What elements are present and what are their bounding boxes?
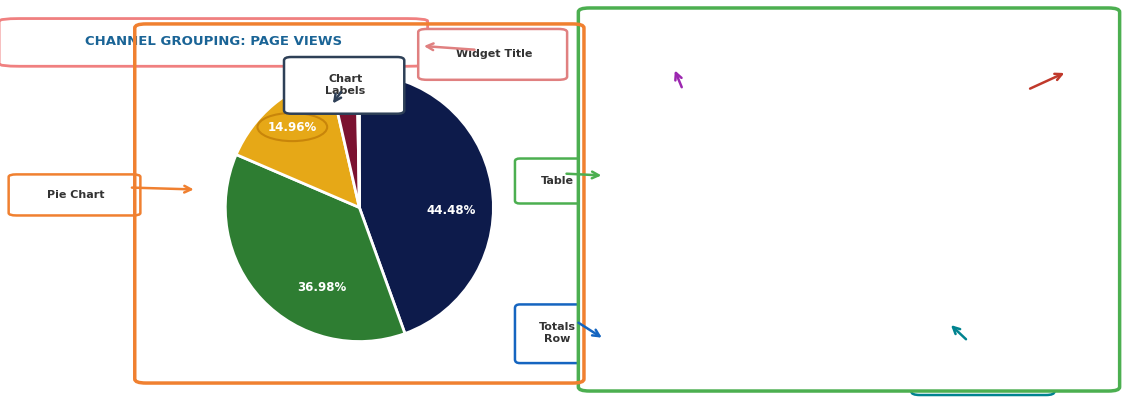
Wedge shape bbox=[226, 154, 405, 342]
Bar bbox=[609, 272, 629, 290]
Text: Compare to Past: Compare to Past bbox=[932, 361, 1037, 371]
Text: Referral: Referral bbox=[638, 276, 683, 286]
Text: Organic Search: Organic Search bbox=[638, 178, 724, 188]
Text: ▼148: ▼148 bbox=[943, 275, 976, 287]
Bar bbox=[609, 223, 629, 241]
Text: Totals
Row: Totals Row bbox=[539, 322, 575, 344]
Text: 14.96%: 14.96% bbox=[1019, 227, 1060, 237]
Text: Chart
Labels: Chart Labels bbox=[326, 74, 365, 96]
Wedge shape bbox=[359, 73, 493, 334]
Text: 36.98%: 36.98% bbox=[298, 281, 347, 294]
Text: Page Views: Page Views bbox=[828, 64, 894, 74]
Text: 282: 282 bbox=[855, 276, 876, 286]
Text: Pie Chart: Pie Chart bbox=[47, 190, 104, 200]
Bar bbox=[609, 174, 629, 192]
Bar bbox=[609, 125, 629, 142]
Text: Direct: Direct bbox=[638, 227, 672, 237]
Text: CHANNEL GROUPING: PAGE VIEWS: CHANNEL GROUPING: PAGE VIEWS bbox=[85, 36, 341, 48]
Text: Table: Table bbox=[540, 176, 574, 186]
FancyBboxPatch shape bbox=[515, 158, 597, 203]
Text: 44.48%: 44.48% bbox=[427, 203, 476, 217]
Text: ▲3: ▲3 bbox=[951, 322, 968, 334]
Text: Social: Social bbox=[638, 323, 672, 333]
Text: 0.27%: 0.27% bbox=[1025, 323, 1060, 333]
Text: 1,274: 1,274 bbox=[843, 227, 876, 237]
Text: 23: 23 bbox=[861, 323, 876, 333]
Text: Total: Total bbox=[638, 354, 670, 367]
Text: 44.48%: 44.48% bbox=[1017, 129, 1060, 139]
FancyBboxPatch shape bbox=[597, 23, 1094, 102]
Text: ▲609: ▲609 bbox=[943, 176, 976, 189]
FancyBboxPatch shape bbox=[9, 174, 140, 215]
Text: Widget Title: Widget Title bbox=[456, 49, 532, 59]
FancyBboxPatch shape bbox=[948, 28, 1068, 104]
Bar bbox=[609, 319, 629, 337]
Text: 8,518: 8,518 bbox=[838, 354, 876, 367]
Text: ▲64: ▲64 bbox=[947, 225, 973, 238]
Text: Paid Search: Paid Search bbox=[638, 129, 704, 139]
FancyBboxPatch shape bbox=[911, 338, 1054, 395]
Wedge shape bbox=[329, 73, 359, 207]
Ellipse shape bbox=[257, 113, 327, 141]
Text: 14.96%: 14.96% bbox=[267, 120, 317, 134]
Wedge shape bbox=[357, 73, 359, 207]
Text: ▲127: ▲127 bbox=[943, 127, 976, 140]
FancyBboxPatch shape bbox=[284, 57, 404, 114]
FancyBboxPatch shape bbox=[0, 19, 428, 66]
Wedge shape bbox=[236, 77, 359, 207]
Text: 36.98%: 36.98% bbox=[1019, 178, 1060, 188]
Text: 3,150: 3,150 bbox=[844, 178, 876, 188]
Text: Percentage
Column: Percentage Column bbox=[974, 54, 1044, 76]
Text: 3.31%: 3.31% bbox=[1025, 276, 1060, 286]
Text: Default Channel
Grouping: Default Channel Grouping bbox=[613, 58, 707, 79]
Text: %: % bbox=[1062, 62, 1075, 75]
Text: Titles
Row: Titles Row bbox=[657, 59, 691, 81]
Text: 3,789: 3,789 bbox=[843, 129, 876, 139]
FancyBboxPatch shape bbox=[597, 339, 1014, 381]
FancyBboxPatch shape bbox=[418, 29, 567, 80]
FancyBboxPatch shape bbox=[515, 304, 597, 363]
FancyBboxPatch shape bbox=[632, 41, 714, 100]
